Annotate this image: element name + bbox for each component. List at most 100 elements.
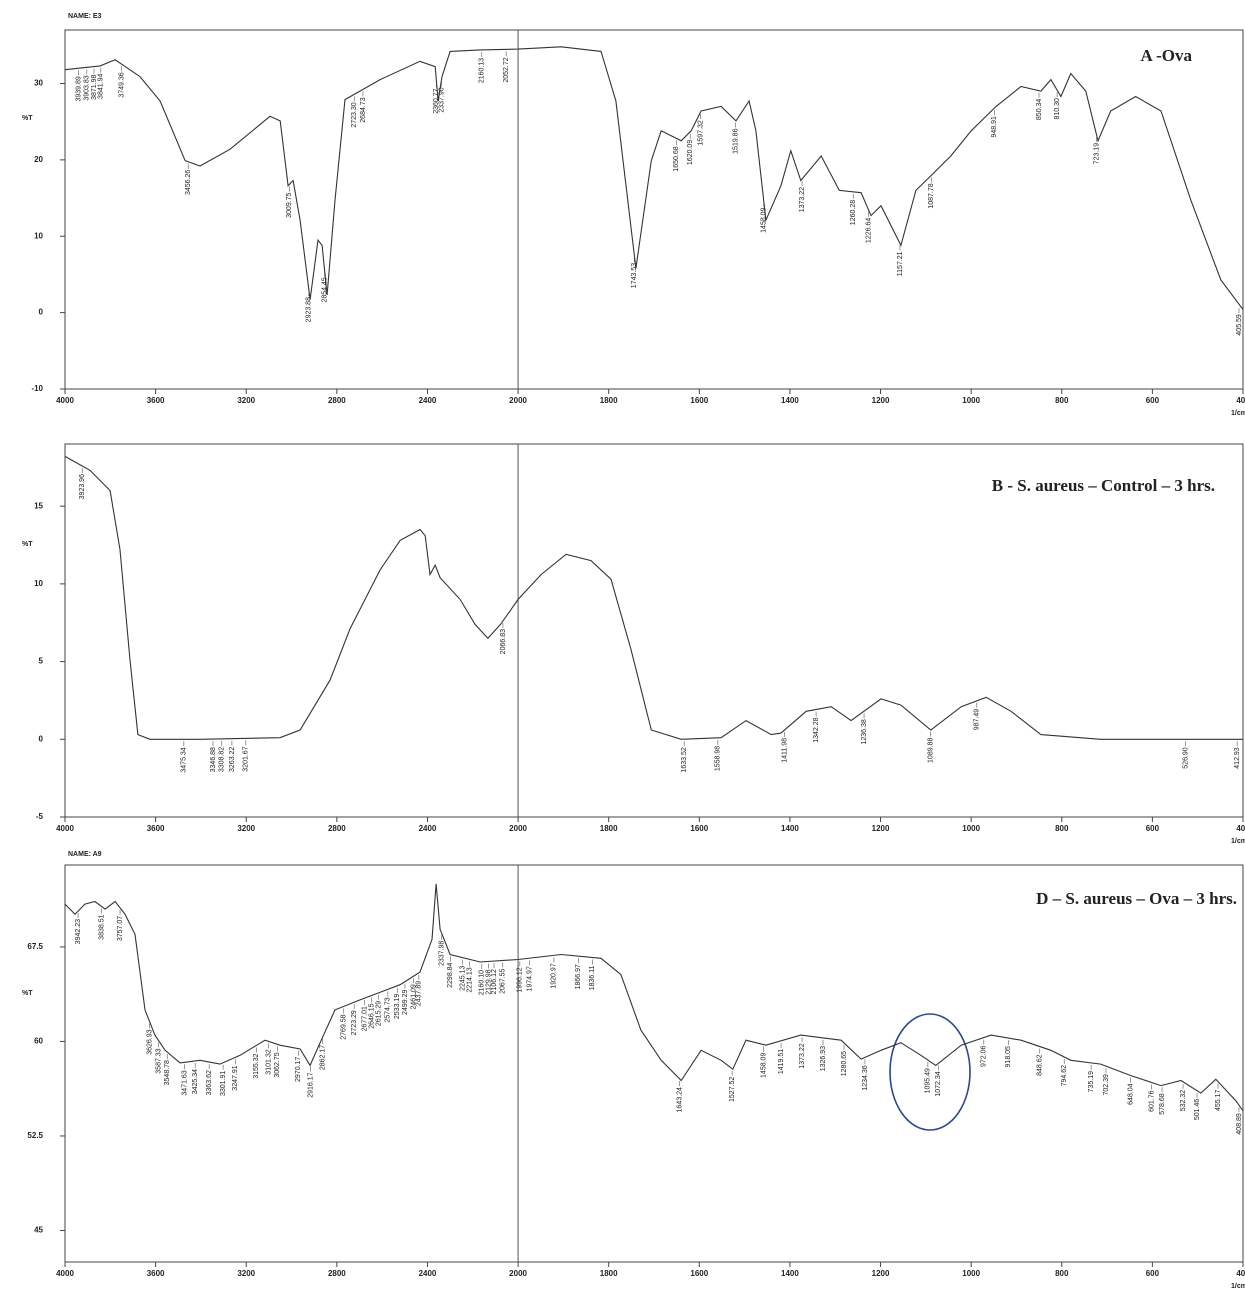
peak-label: 1373.22 [799, 1043, 806, 1068]
peak-label: 2677.01 [362, 1006, 369, 1031]
peak-label: 412.93 [1234, 747, 1241, 769]
peak-label: 3009.75 [286, 192, 293, 217]
peak-label: 2245.13 [459, 966, 466, 991]
x-tick-label: 1000 [962, 824, 980, 833]
peak-label: 1095.49 [925, 1068, 932, 1093]
x-tick-label: 4000 [56, 1269, 74, 1278]
peak-label: 2066.83 [500, 629, 507, 654]
x-tick-label: 600 [1146, 396, 1160, 405]
peak-label: 2298.84 [447, 962, 454, 987]
peak-label: 3201.67 [243, 746, 250, 771]
y-tick-label: 10 [34, 231, 43, 240]
peak-label: 3247.91 [232, 1065, 239, 1090]
x-axis-label: 1/cm [1231, 1283, 1245, 1290]
peak-label: 3841.94 [98, 74, 105, 99]
peak-label: 1419.51 [778, 1049, 785, 1074]
x-tick-label: 3200 [237, 824, 255, 833]
peak-label: 455.17 [1215, 1090, 1222, 1112]
peak-label: 3903.83 [84, 75, 91, 100]
x-axis-label: 1/cm [1231, 410, 1245, 417]
peak-label: 848.62 [1037, 1054, 1044, 1076]
peak-label: 735.19 [1088, 1071, 1095, 1093]
x-tick-label: 2400 [419, 824, 437, 833]
x-tick-label: 1800 [600, 1269, 618, 1278]
peak-label: 3923.96 [79, 474, 86, 499]
sample-name: NAME: E3 [68, 13, 102, 20]
peak-label: 3308.82 [218, 747, 225, 772]
peak-label: 3363.62 [206, 1070, 213, 1095]
peak-label: 2574.73 [385, 997, 392, 1022]
x-tick-label: 800 [1055, 396, 1069, 405]
peak-label: 3101.32 [265, 1049, 272, 1074]
peak-label: 601.76 [1148, 1090, 1155, 1112]
peak-label: 3871.98 [91, 74, 98, 99]
x-tick-label: 1200 [872, 396, 890, 405]
peak-label: 1458.09 [760, 207, 767, 232]
x-tick-label: 600 [1146, 824, 1160, 833]
peak-label: 1411.98 [781, 738, 788, 763]
x-tick-label: 1000 [962, 396, 980, 405]
y-tick-label: 5 [39, 657, 44, 666]
peak-label: 794.62 [1061, 1065, 1068, 1087]
peak-label: 3838.51 [98, 914, 105, 939]
peak-label: 1087.78 [928, 183, 935, 208]
peak-label: 1157.21 [897, 251, 904, 276]
peak-label: 1260.28 [850, 200, 857, 225]
plot-frame [64, 443, 1244, 818]
peak-label: 2916.17 [307, 1072, 314, 1097]
x-tick-label: 800 [1055, 824, 1069, 833]
peak-label: 405.59 [1236, 314, 1243, 336]
x-tick-label: 400 [1236, 824, 1245, 833]
x-tick-label: 2000 [509, 1269, 527, 1278]
peak-label: 526.90 [1182, 747, 1189, 769]
peak-label: 3548.78 [164, 1060, 171, 1085]
peak-label: 1743.53 [631, 263, 638, 288]
x-tick-label: 3600 [147, 824, 165, 833]
x-tick-label: 1600 [690, 396, 708, 405]
x-tick-label: 1600 [690, 1269, 708, 1278]
plot-frame [64, 864, 1244, 1263]
peak-label: 1836.11 [589, 965, 596, 990]
peak-label: 1458.09 [760, 1053, 767, 1078]
peak-label: 501.46 [1194, 1099, 1201, 1121]
x-tick-label: 2800 [328, 1269, 346, 1278]
peak-label: 1527.52 [729, 1077, 736, 1102]
peak-label: 2862.17 [320, 1045, 327, 1070]
highlight-circle [889, 1013, 971, 1131]
peak-label: 532.32 [1180, 1090, 1187, 1112]
peak-label: 1519.86 [732, 128, 739, 153]
y-tick-label: 10 [34, 579, 43, 588]
y-axis-label: %T [22, 541, 33, 548]
y-tick-label: 20 [34, 155, 43, 164]
peak-label: 3456.26 [185, 170, 192, 195]
peak-label: 1633.52 [681, 747, 688, 772]
peak-label: 850.34 [1036, 99, 1043, 121]
peak-label: 1342.28 [813, 717, 820, 742]
x-tick-label: 2800 [328, 824, 346, 833]
peak-label: 1866.97 [575, 964, 582, 989]
peak-label: 3471.63 [182, 1070, 189, 1095]
peak-label: 1072.34 [935, 1071, 942, 1096]
sample-name: NAME: A9 [68, 851, 102, 858]
y-axis-label: %T [22, 115, 33, 122]
peak-label: 2437.89 [416, 981, 423, 1006]
x-tick-label: 1000 [962, 1269, 980, 1278]
peak-label: 2129.98 [485, 969, 492, 994]
x-tick-label: 3200 [237, 1269, 255, 1278]
y-tick-label: 0 [39, 734, 44, 743]
peak-label: 2533.19 [394, 994, 401, 1019]
x-tick-label: 3200 [237, 396, 255, 405]
x-tick-label: 3600 [147, 396, 165, 405]
plot-frame [64, 29, 1244, 390]
peak-label: 1373.22 [799, 187, 806, 212]
y-tick-label: 52.5 [27, 1131, 43, 1140]
peak-label: 2723.30 [351, 102, 358, 127]
spectrum-line [64, 46, 1244, 310]
x-tick-label: 400 [1236, 396, 1245, 405]
x-tick-label: 1600 [690, 824, 708, 833]
chart-title: B - S. aureus – Control – 3 hrs. [992, 476, 1215, 495]
peak-label: 3263.22 [229, 747, 236, 772]
x-tick-label: 1400 [781, 1269, 799, 1278]
